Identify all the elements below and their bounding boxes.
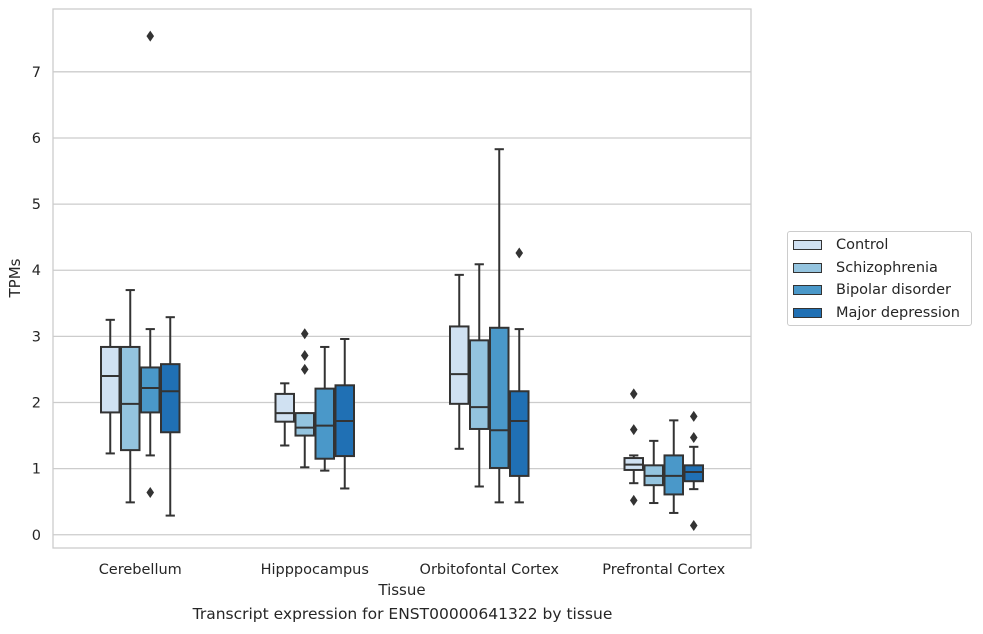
box-major-depression <box>160 316 181 517</box>
y-tick-label: 5 <box>32 197 41 213</box>
y-tick-label: 7 <box>32 65 41 81</box>
y-tick-label: 2 <box>32 396 41 412</box>
x-axis-label: Tissue <box>377 581 425 599</box>
chart-caption: Transcript expression for ENST0000064132… <box>192 605 613 623</box>
box-schizophrenia <box>120 289 141 504</box>
box-iqr <box>469 339 490 430</box>
y-tick-label: 6 <box>32 131 41 147</box>
legend-item-major-depression: Major depression <box>793 303 960 323</box>
box-major-depression <box>683 410 704 532</box>
box-iqr <box>120 345 141 452</box>
outlier-point <box>300 363 309 375</box>
outlier-point <box>146 486 155 498</box>
box-schizophrenia <box>469 263 490 488</box>
x-tick-label: Orbitofontal Cortex <box>420 562 560 578</box>
box-iqr <box>683 464 704 483</box>
legend-swatch <box>793 240 822 250</box>
outlier-point <box>146 30 155 42</box>
outlier-point <box>629 388 638 400</box>
box-bipolar-disorder <box>140 30 161 498</box>
x-tick-labels: Cerebellum Hipppocampus Orbitofontal Corte… <box>99 562 726 578</box>
outlier-point <box>689 410 698 422</box>
box-iqr <box>314 387 335 460</box>
box-bipolar-disorder <box>314 345 335 472</box>
y-tick-label: 4 <box>32 263 41 279</box>
box-iqr <box>274 392 295 423</box>
plot-frame <box>52 8 752 549</box>
box-iqr <box>489 326 510 469</box>
outlier-point <box>629 424 638 436</box>
box-groups <box>100 30 704 532</box>
legend-item-schizophrenia: Schizophrenia <box>793 258 938 278</box>
box-iqr <box>449 325 470 405</box>
y-tick-label: 1 <box>32 462 41 478</box>
outlier-point <box>629 494 638 506</box>
legend-swatch <box>793 285 822 295</box>
y-axis-label: TPMs <box>6 258 24 298</box>
box-control <box>449 273 470 450</box>
box-iqr <box>140 366 161 414</box>
y-tick-label: 3 <box>32 329 41 345</box>
legend-item-control: Control <box>793 235 888 255</box>
x-tick-label: Prefrontal Cortex <box>602 562 725 578</box>
box-control <box>100 318 121 455</box>
box-iqr <box>294 412 315 437</box>
y-tick-labels: 0 1 2 3 4 5 6 7 <box>32 65 41 544</box>
x-tick-label: Cerebellum <box>99 562 182 578</box>
box-iqr <box>160 363 181 434</box>
legend-label: Schizophrenia <box>836 259 938 276</box>
outlier-point <box>689 432 698 444</box>
box-iqr <box>100 345 121 414</box>
box-control <box>623 388 644 506</box>
box-major-depression <box>509 247 530 504</box>
y-tick-label: 0 <box>32 528 41 544</box>
outlier-point <box>689 520 698 532</box>
legend-swatch <box>793 262 822 273</box>
outlier-point <box>300 328 309 340</box>
box-bipolar-disorder <box>663 419 684 514</box>
box-schizophrenia <box>294 328 315 469</box>
outlier-point <box>515 247 524 259</box>
box-schizophrenia <box>643 439 664 505</box>
box-control <box>274 382 295 447</box>
legend-label: Major depression <box>836 304 960 321</box>
outlier-point <box>300 350 309 362</box>
legend-item-bipolar-disorder: Bipolar disorder <box>793 280 951 300</box>
x-tick-label: Hipppocampus <box>261 562 369 578</box>
legend-label: Control <box>836 237 889 253</box>
box-major-depression <box>334 338 355 490</box>
legend: Control Schizophrenia Bipolar disorder Majo… <box>787 231 972 326</box>
legend-swatch <box>793 307 822 318</box>
box-iqr <box>509 390 530 477</box>
legend-label: Bipolar disorder <box>836 282 951 298</box>
box-bipolar-disorder <box>489 148 510 504</box>
